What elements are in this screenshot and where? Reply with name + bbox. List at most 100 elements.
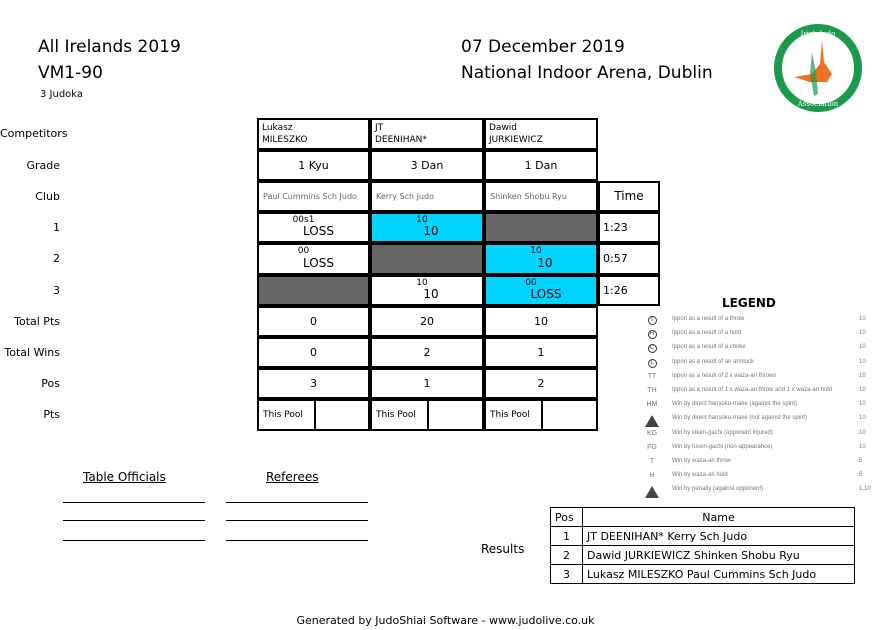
first-name: Lukasz bbox=[262, 123, 293, 133]
pts-value-cell bbox=[314, 399, 370, 431]
legend-item: Win by penalty (against opponent) 1,10 bbox=[645, 486, 881, 500]
result-pos: 3 bbox=[550, 564, 583, 584]
match-result: LOSS bbox=[303, 256, 334, 270]
legend-text: Ippon as a result of 2 x waza-ari throws bbox=[672, 372, 777, 379]
row-label-total_wins: Total Wins bbox=[4, 345, 60, 359]
legend-item: T Ippon as a result of a throw 10 bbox=[645, 316, 881, 330]
row-label-r3: 3 bbox=[53, 283, 60, 297]
match-cell: 10 10 bbox=[370, 275, 484, 306]
match-result: 10 bbox=[537, 256, 553, 270]
last-name: DEENIHAN* bbox=[375, 135, 427, 145]
table-row: 2 Dawid JURKIEWICZ Shinken Shobu Ryu bbox=[550, 545, 855, 565]
result-name: Lukasz MILESZKO Paul Cummins Sch Judo bbox=[582, 564, 855, 584]
legend-points: 10 bbox=[859, 358, 866, 365]
pos-cell: 3 bbox=[257, 368, 370, 399]
results-header-name: Name bbox=[582, 507, 855, 527]
signature-line bbox=[63, 502, 205, 503]
competitor-name: JT DEENIHAN* bbox=[370, 118, 484, 150]
legend-item: H Win by waza-ari hold 5 bbox=[645, 472, 881, 486]
total_pts-cell: 0 bbox=[257, 306, 370, 337]
svg-text:Irish Judo: Irish Judo bbox=[801, 30, 836, 38]
circle-c-icon: C bbox=[645, 344, 659, 354]
grade-cell: 3 Dan bbox=[370, 150, 484, 181]
association-logo: Irish Judo Association bbox=[774, 24, 862, 112]
legend-points: 10 bbox=[859, 401, 866, 408]
row-label-competitors: Competitors bbox=[0, 127, 68, 140]
legend-text: Ippon as a result of 1 x waza-ari throw … bbox=[672, 387, 833, 393]
legend-item: L Ippon as a result of an armlock 10 bbox=[645, 358, 881, 373]
competitor-name: Lukasz MILESZKO bbox=[257, 118, 370, 150]
match-result: LOSS bbox=[530, 287, 562, 301]
signature-line bbox=[63, 540, 205, 541]
legend-item: KG Win by kiken-gachi (opponent injured) 1… bbox=[645, 430, 881, 444]
table-officials-label: Table Officials bbox=[83, 470, 166, 484]
row-label-pts: Pts bbox=[43, 408, 60, 421]
legend-points: 10 bbox=[859, 372, 866, 379]
legend-code: TH bbox=[647, 387, 657, 394]
club-cell: Kerry Sch Judo bbox=[370, 181, 484, 212]
club-cell: Shinken Shobu Ryu bbox=[484, 181, 598, 212]
match-cell: 00 LOSS bbox=[484, 275, 598, 306]
total_wins-cell: 0 bbox=[257, 337, 370, 368]
legend-points: 5 bbox=[859, 472, 863, 479]
table-row: 3 Lukasz MILESZKO Paul Cummins Sch Judo bbox=[550, 564, 855, 584]
row-label-total_pts: Total Pts bbox=[14, 314, 60, 328]
legend-text: Win by waza-ari hold bbox=[672, 472, 728, 479]
last-name: MILESZKO bbox=[262, 135, 308, 145]
row-label-grade: Grade bbox=[26, 158, 60, 172]
svg-text:Association: Association bbox=[797, 100, 839, 108]
legend-text: Ippon as a result of an armlock bbox=[672, 358, 755, 365]
legend-code: H bbox=[649, 472, 655, 480]
signature-line bbox=[63, 520, 205, 521]
legend-points: 10 bbox=[859, 443, 866, 450]
legend-points: 10 bbox=[859, 429, 866, 436]
legend-points: 10 bbox=[859, 330, 866, 337]
match-cell: 00 LOSS bbox=[257, 243, 370, 275]
match-score: 10 bbox=[530, 246, 542, 256]
pos-cell: 2 bbox=[484, 368, 598, 399]
first-name: Dawid bbox=[489, 123, 518, 133]
legend-text: Win by direct hansoku-make (against the … bbox=[672, 401, 798, 408]
match-time: 1:26 bbox=[598, 275, 660, 306]
legend-code: FG bbox=[647, 443, 657, 451]
total_pts-cell: 10 bbox=[484, 306, 598, 337]
match-score: 00 bbox=[297, 246, 310, 256]
result-pos: 2 bbox=[550, 545, 583, 565]
legend-item: H Ippon as a result of a hold 10 bbox=[645, 330, 881, 344]
referees-label: Referees bbox=[266, 470, 319, 484]
event-date: 07 December 2019 bbox=[461, 37, 625, 57]
pts-value-cell bbox=[427, 399, 484, 431]
legend-text: Win by penalty (against opponent) bbox=[672, 486, 764, 493]
circle-l-icon: L bbox=[645, 358, 659, 368]
result-pos: 1 bbox=[550, 526, 583, 546]
total_wins-cell: 1 bbox=[484, 337, 598, 368]
grade-cell: 1 Kyu bbox=[257, 150, 370, 181]
legend-points: 5 bbox=[859, 458, 863, 464]
result-name: JT DEENIHAN* Kerry Sch Judo bbox=[582, 526, 855, 546]
match-result: LOSS bbox=[303, 224, 334, 238]
result-name: Dawid JURKIEWICZ Shinken Shobu Ryu bbox=[582, 545, 855, 565]
match-score: 00s1 bbox=[292, 215, 315, 225]
match-cell: 10 10 bbox=[484, 243, 598, 275]
circle-t-icon: T bbox=[645, 316, 659, 325]
legend-title: LEGEND bbox=[722, 296, 776, 310]
results-header-pos: Pos bbox=[550, 507, 583, 527]
legend-code: T bbox=[649, 458, 655, 465]
match-time: 0:57 bbox=[598, 243, 660, 275]
match-cell: 10 10 bbox=[370, 212, 484, 243]
legend-text: Ippon as a result of a choke bbox=[672, 344, 746, 351]
pos-cell: 1 bbox=[370, 368, 484, 399]
legend-text: Win by waza-ari throw bbox=[672, 458, 732, 464]
legend-text: Ippon as a result of a throw bbox=[672, 316, 745, 322]
match-score: 10 bbox=[416, 215, 428, 225]
legend-points: 10 bbox=[859, 415, 866, 422]
total_pts-cell: 20 bbox=[370, 306, 484, 337]
legend-item: Win by direct hansoku-make (not against … bbox=[645, 415, 881, 429]
legend-points: 10 bbox=[859, 344, 866, 351]
footer: Generated by JudoShiai Software - www.ju… bbox=[296, 614, 595, 627]
legend-points: 1,10 bbox=[859, 486, 871, 493]
row-label-pos: Pos bbox=[41, 376, 60, 390]
legend-item: TH Ippon as a result of 1 x waza-ari thro… bbox=[645, 387, 881, 401]
legend-item: TT Ippon as a result of 2 x waza-ari thro… bbox=[645, 373, 881, 387]
pts-value-cell bbox=[541, 399, 598, 431]
